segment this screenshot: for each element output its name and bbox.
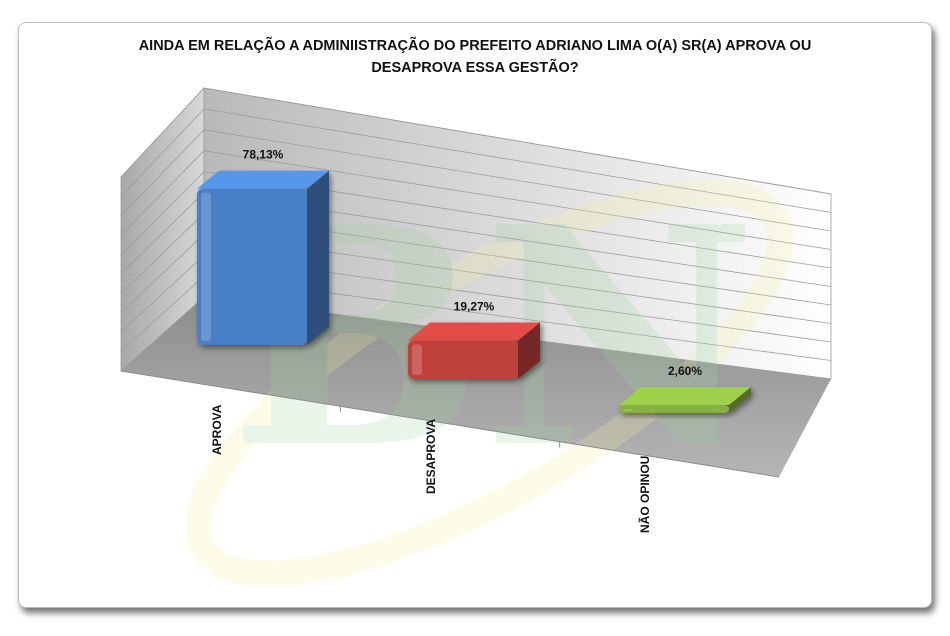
chart-card: AINDA EM RELAÇÃO A ADMINIISTRAÇÃO DO PRE… <box>18 22 932 608</box>
gridline-side <box>120 254 205 333</box>
bar-side-face <box>307 170 329 345</box>
chart-title-line-1: AINDA EM RELAÇÃO A ADMINIISTRAÇÃO DO PRE… <box>138 38 812 54</box>
gridline-side <box>120 87 205 178</box>
bar-2 <box>408 322 540 379</box>
bar-side-face <box>518 322 540 379</box>
gridline-side <box>120 129 205 217</box>
bars <box>197 170 751 413</box>
gridline-side <box>120 150 205 236</box>
category-labels: APROVA DESAPROVA NÃO OPINOU <box>210 404 652 533</box>
gridline-side <box>120 296 205 372</box>
bar-front-face <box>197 188 307 345</box>
gridline <box>203 108 832 213</box>
gridline-side <box>120 234 205 314</box>
chart-plot: BN 78,13%19,27%2,60% APROVA DESAPROVA NÃO … <box>120 86 832 587</box>
watermark-swoosh <box>184 179 794 587</box>
bar-highlight <box>201 192 211 341</box>
data-label: 2,60% <box>668 364 702 378</box>
gridline-side <box>120 108 205 197</box>
bar-top-face <box>197 170 329 189</box>
category-label: APROVA <box>210 404 224 455</box>
bar-highlight <box>412 344 422 375</box>
gridline-side <box>120 275 205 352</box>
gridline <box>203 150 832 250</box>
chart-title: AINDA EM RELAÇÃO A ADMINIISTRAÇÃO DO PRE… <box>19 35 931 79</box>
x-axis-ticks <box>339 406 561 448</box>
bar-top-face <box>408 322 540 341</box>
x-axis-line <box>120 370 780 478</box>
data-label: 78,13% <box>243 148 284 162</box>
data-labels: 78,13% 19,27% 2,60% <box>243 148 703 378</box>
gridline <box>203 87 832 195</box>
gridline-side <box>120 213 205 294</box>
category-label: DESAPROVA <box>424 419 438 494</box>
bar-front-face <box>619 405 729 413</box>
bar-top-face <box>619 387 751 405</box>
category-label: NÃO OPINOU <box>637 456 652 533</box>
gridline-side <box>120 192 205 275</box>
bar-highlight <box>623 409 633 411</box>
gridline <box>203 129 832 232</box>
bar-1 <box>197 170 329 345</box>
bar-front-face <box>408 340 518 379</box>
bar-side-face <box>729 387 751 413</box>
bar-3 <box>619 387 751 413</box>
data-label: 19,27% <box>454 299 495 313</box>
gridline-side <box>120 171 205 255</box>
chart-title-line-2: DESAPROVA ESSA GESTÃO? <box>371 60 579 76</box>
